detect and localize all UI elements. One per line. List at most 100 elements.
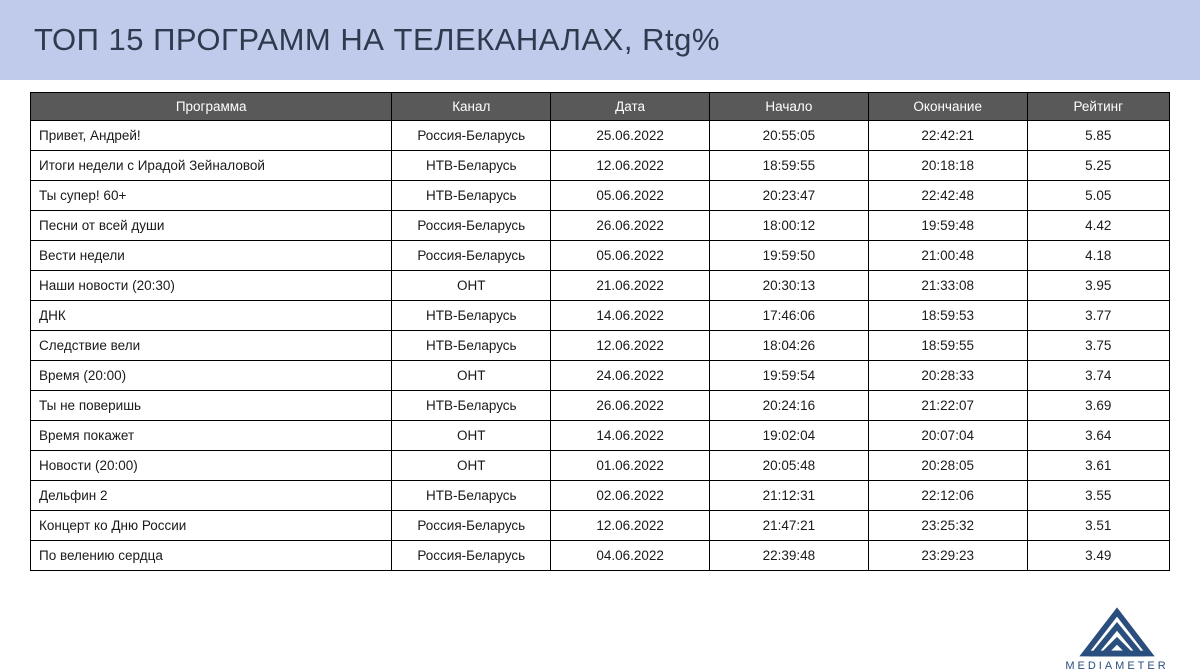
table-cell: ОНТ bbox=[392, 421, 551, 451]
table-cell: 5.25 bbox=[1027, 151, 1169, 181]
table-cell: 3.64 bbox=[1027, 421, 1169, 451]
table-cell: 3.95 bbox=[1027, 271, 1169, 301]
table-cell: 01.06.2022 bbox=[551, 451, 710, 481]
table-cell: Ты не поверишь bbox=[31, 391, 392, 421]
table-cell: 04.06.2022 bbox=[551, 541, 710, 571]
table-row: Новости (20:00)ОНТ01.06.202220:05:4820:2… bbox=[31, 451, 1170, 481]
table-cell: 26.06.2022 bbox=[551, 391, 710, 421]
table-cell: 4.42 bbox=[1027, 211, 1169, 241]
table-header-row: Программа Канал Дата Начало Окончание Ре… bbox=[31, 93, 1170, 121]
table-cell: 3.75 bbox=[1027, 331, 1169, 361]
table-cell: 18:04:26 bbox=[710, 331, 869, 361]
table-cell: Россия-Беларусь bbox=[392, 211, 551, 241]
table-row: Вести неделиРоссия-Беларусь05.06.202219:… bbox=[31, 241, 1170, 271]
table-cell: 02.06.2022 bbox=[551, 481, 710, 511]
table-cell: НТВ-Беларусь bbox=[392, 301, 551, 331]
table-cell: 19:59:54 bbox=[710, 361, 869, 391]
table-row: Время (20:00)ОНТ24.06.202219:59:5420:28:… bbox=[31, 361, 1170, 391]
table-row: Дельфин 2НТВ-Беларусь02.06.202221:12:312… bbox=[31, 481, 1170, 511]
table-cell: 14.06.2022 bbox=[551, 421, 710, 451]
table-cell: 5.05 bbox=[1027, 181, 1169, 211]
table-cell: 22:39:48 bbox=[710, 541, 869, 571]
table-cell: 20:05:48 bbox=[710, 451, 869, 481]
page-title: ТОП 15 ПРОГРАММ НА ТЕЛЕКАНАЛАХ, Rtg% bbox=[34, 22, 720, 58]
table-cell: 12.06.2022 bbox=[551, 331, 710, 361]
table-cell: 21:33:08 bbox=[868, 271, 1027, 301]
table-cell: 22:42:21 bbox=[868, 121, 1027, 151]
table-cell: 3.77 bbox=[1027, 301, 1169, 331]
table-cell: Вести недели bbox=[31, 241, 392, 271]
table-cell: НТВ-Беларусь bbox=[392, 481, 551, 511]
table-cell: 3.55 bbox=[1027, 481, 1169, 511]
table-cell: 12.06.2022 bbox=[551, 511, 710, 541]
table-row: Итоги недели с Ирадой ЗейналовойНТВ-Бела… bbox=[31, 151, 1170, 181]
table-cell: ДНК bbox=[31, 301, 392, 331]
table-cell: 3.74 bbox=[1027, 361, 1169, 391]
col-header-channel: Канал bbox=[392, 93, 551, 121]
table-row: Ты супер! 60+НТВ-Беларусь05.06.202220:23… bbox=[31, 181, 1170, 211]
table-cell: Новости (20:00) bbox=[31, 451, 392, 481]
table-cell: 21:47:21 bbox=[710, 511, 869, 541]
table-cell: 4.18 bbox=[1027, 241, 1169, 271]
table-cell: Время (20:00) bbox=[31, 361, 392, 391]
table-cell: 20:23:47 bbox=[710, 181, 869, 211]
table-cell: 05.06.2022 bbox=[551, 241, 710, 271]
table-cell: 05.06.2022 bbox=[551, 181, 710, 211]
table-cell: 18:59:55 bbox=[710, 151, 869, 181]
table-cell: 20:28:33 bbox=[868, 361, 1027, 391]
table-cell: Ты супер! 60+ bbox=[31, 181, 392, 211]
title-bar: ТОП 15 ПРОГРАММ НА ТЕЛЕКАНАЛАХ, Rtg% bbox=[0, 0, 1200, 80]
table-cell: НТВ-Беларусь bbox=[392, 391, 551, 421]
brand-logo-text: MEDIAMETER bbox=[1052, 660, 1182, 672]
table-cell: 14.06.2022 bbox=[551, 301, 710, 331]
col-header-start: Начало bbox=[710, 93, 869, 121]
triangle-stack-icon bbox=[1052, 604, 1182, 660]
table-row: Время покажетОНТ14.06.202219:02:0420:07:… bbox=[31, 421, 1170, 451]
table-cell: ОНТ bbox=[392, 271, 551, 301]
table-row: Следствие велиНТВ-Беларусь12.06.202218:0… bbox=[31, 331, 1170, 361]
col-header-end: Окончание bbox=[868, 93, 1027, 121]
table-cell: Россия-Беларусь bbox=[392, 511, 551, 541]
table-cell: 21:12:31 bbox=[710, 481, 869, 511]
table-cell: 21:22:07 bbox=[868, 391, 1027, 421]
table-cell: 19:59:48 bbox=[868, 211, 1027, 241]
table-cell: 18:00:12 bbox=[710, 211, 869, 241]
table-row: Ты не поверишьНТВ-Беларусь26.06.202220:2… bbox=[31, 391, 1170, 421]
col-header-rating: Рейтинг bbox=[1027, 93, 1169, 121]
table-cell: Привет, Андрей! bbox=[31, 121, 392, 151]
table-cell: НТВ-Беларусь bbox=[392, 181, 551, 211]
ratings-table: Программа Канал Дата Начало Окончание Ре… bbox=[30, 92, 1170, 571]
table-cell: ОНТ bbox=[392, 361, 551, 391]
table-row: Наши новости (20:30)ОНТ21.06.202220:30:1… bbox=[31, 271, 1170, 301]
table-cell: Дельфин 2 bbox=[31, 481, 392, 511]
table-cell: Россия-Беларусь bbox=[392, 541, 551, 571]
table-cell: 19:59:50 bbox=[710, 241, 869, 271]
table-cell: Песни от всей души bbox=[31, 211, 392, 241]
table-cell: 3.69 bbox=[1027, 391, 1169, 421]
table-cell: 22:12:06 bbox=[868, 481, 1027, 511]
table-cell: 19:02:04 bbox=[710, 421, 869, 451]
table-row: Песни от всей душиРоссия-Беларусь26.06.2… bbox=[31, 211, 1170, 241]
table-cell: 12.06.2022 bbox=[551, 151, 710, 181]
table-cell: Концерт ко Дню России bbox=[31, 511, 392, 541]
table-cell: 20:07:04 bbox=[868, 421, 1027, 451]
col-header-program: Программа bbox=[31, 93, 392, 121]
table-cell: 24.06.2022 bbox=[551, 361, 710, 391]
table-cell: 3.49 bbox=[1027, 541, 1169, 571]
table-cell: 22:42:48 bbox=[868, 181, 1027, 211]
table-cell: Наши новости (20:30) bbox=[31, 271, 392, 301]
table-cell: 20:30:13 bbox=[710, 271, 869, 301]
table-cell: 20:24:16 bbox=[710, 391, 869, 421]
table-cell: 3.51 bbox=[1027, 511, 1169, 541]
table-cell: 23:25:32 bbox=[868, 511, 1027, 541]
table-cell: 5.85 bbox=[1027, 121, 1169, 151]
table-cell: 20:28:05 bbox=[868, 451, 1027, 481]
table-cell: 20:55:05 bbox=[710, 121, 869, 151]
table-cell: 21:00:48 bbox=[868, 241, 1027, 271]
table-row: ДНКНТВ-Беларусь14.06.202217:46:0618:59:5… bbox=[31, 301, 1170, 331]
table-container: Программа Канал Дата Начало Окончание Ре… bbox=[0, 80, 1200, 571]
table-row: Концерт ко Дню РоссииРоссия-Беларусь12.0… bbox=[31, 511, 1170, 541]
table-cell: 23:29:23 bbox=[868, 541, 1027, 571]
table-cell: 18:59:55 bbox=[868, 331, 1027, 361]
table-cell: Время покажет bbox=[31, 421, 392, 451]
